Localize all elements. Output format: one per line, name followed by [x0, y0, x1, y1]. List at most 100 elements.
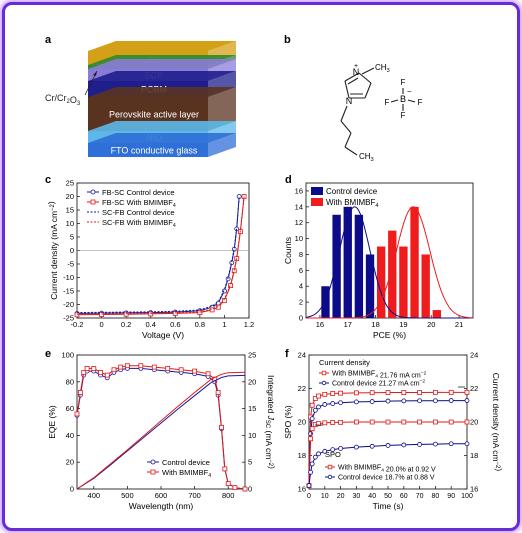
- x-tick-label: 16: [316, 320, 324, 329]
- data-point: [74, 411, 80, 417]
- y-tick-label: 10: [295, 234, 303, 243]
- methyl-label: CH3: [375, 63, 390, 74]
- data-point: [432, 441, 438, 447]
- x-tick-label: 0.6: [170, 320, 180, 329]
- y-tick-label: -15: [63, 287, 74, 296]
- legend-group-title: SPO: [325, 450, 341, 459]
- legend-swatch: [311, 187, 323, 195]
- data-point: [369, 419, 375, 425]
- legend-marker: [90, 189, 96, 195]
- data-point: [330, 391, 336, 396]
- data-point: [222, 288, 227, 294]
- cr-callout-label: Cr/Cr2O3: [45, 93, 81, 107]
- y-tick-label: 0: [248, 485, 252, 494]
- data-point: [91, 365, 97, 371]
- y-axis-label: Current density (mA cm−2): [46, 201, 59, 300]
- legend-label: FB-SC With BMIMBF4: [102, 198, 176, 209]
- data-point: [448, 389, 454, 395]
- y-axis-label: Counts: [283, 237, 293, 264]
- x-tick-label: 20: [337, 493, 345, 500]
- y-tick-label: 2: [299, 298, 303, 307]
- legend-label: With BMIMBF4: [326, 198, 378, 209]
- y-tick-label: 20: [66, 192, 74, 201]
- data-point: [104, 372, 110, 378]
- ring-bond: [344, 72, 360, 82]
- x-tick-label: 100: [461, 493, 473, 500]
- data-point: [417, 398, 423, 404]
- data-point: [309, 402, 315, 408]
- histogram-bar: [388, 230, 397, 318]
- data-point: [316, 393, 321, 399]
- histogram-bar: [365, 254, 375, 318]
- data-point: [222, 466, 228, 472]
- y-tick-label: 0: [299, 314, 303, 323]
- callout-arrow-head: [93, 71, 97, 76]
- ring-double-bond: [347, 77, 359, 85]
- y-tick-label: 100: [61, 351, 74, 360]
- legend-label: SC-FB Control device: [102, 208, 175, 217]
- y-axis-label: SPO (%): [283, 405, 293, 439]
- legend-group-title: Current density: [319, 358, 370, 367]
- data-point: [232, 485, 238, 491]
- panel-e-letter: e: [45, 348, 51, 360]
- data-point: [369, 390, 375, 396]
- data-point: [417, 419, 423, 425]
- histogram-bar: [421, 254, 430, 318]
- data-point: [123, 311, 129, 317]
- y-tick-label: 10: [66, 219, 74, 228]
- panel-c-jv-chart: c -0.2 0 0.2 0.4 0.6 0.8 1 1.2 -25 -20 -15 -10 -5 0 5 10…: [45, 174, 254, 340]
- butyl-bond: [344, 146, 358, 156]
- data-point: [353, 399, 359, 405]
- data-point: [369, 399, 375, 404]
- data-point: [77, 390, 83, 395]
- spo-curve: [308, 391, 467, 486]
- y-tick-label: 25: [248, 351, 256, 360]
- x-tick-label: 800: [222, 491, 235, 500]
- y-axis-label: EQE (%): [47, 405, 57, 439]
- x-tick-label: 18: [371, 320, 379, 329]
- data-point: [111, 367, 117, 373]
- data-point: [401, 390, 407, 395]
- y-tick-label: 18: [470, 451, 478, 460]
- data-point: [312, 396, 318, 401]
- legend-marker: [150, 469, 156, 475]
- histogram-bar: [321, 286, 330, 318]
- ring-bond: [364, 82, 372, 99]
- fluorine-atom: F: [385, 98, 390, 107]
- x-tick-label: 600: [155, 491, 168, 500]
- data-point: [417, 442, 423, 447]
- jv-curve: [76, 196, 240, 314]
- data-point: [432, 398, 438, 404]
- y2-axis-label: Current density (mA cm−2): [491, 373, 504, 472]
- y-tick-label: -10: [63, 273, 74, 282]
- panel-a-letter: a: [45, 34, 52, 46]
- gaussian-fit-curve: [306, 206, 472, 319]
- y-tick-label: 12: [295, 218, 303, 227]
- x-tick-label: 0: [99, 320, 103, 329]
- x-tick-label: 90: [447, 493, 455, 500]
- legend-label: Control device 18.7% at 0.88 V: [338, 475, 435, 482]
- panel-f-letter: f: [285, 348, 289, 360]
- panel-e-eqe-chart: e 400 500 600 700 800 0 20 40 60 80 100 0 5 10 15 20 25 Wa…: [45, 348, 277, 511]
- data-point: [448, 419, 454, 425]
- layer-top-face: [88, 71, 236, 81]
- y-tick-label: 5: [248, 458, 252, 467]
- ring-bond: [358, 72, 372, 84]
- data-point: [353, 419, 359, 425]
- figure-canvas: aAuBCPPCBMPerovskite active layerNiOFTO …: [45, 34, 504, 511]
- legend-swatch: [311, 198, 323, 206]
- histogram-bar: [432, 310, 441, 318]
- data-point: [401, 419, 407, 425]
- integrated-jsc-curve: [76, 374, 246, 490]
- data-point: [385, 398, 391, 404]
- terminal-methyl-label: CH3: [359, 152, 374, 163]
- y-tick-label: 24: [298, 351, 306, 360]
- legend-marker: [150, 459, 156, 465]
- legend-label: SC-FB With BMIMBF4: [102, 218, 176, 229]
- y-tick-label: 16: [298, 485, 306, 494]
- data-point: [316, 404, 321, 410]
- data-point: [338, 419, 344, 425]
- data-point: [385, 390, 391, 395]
